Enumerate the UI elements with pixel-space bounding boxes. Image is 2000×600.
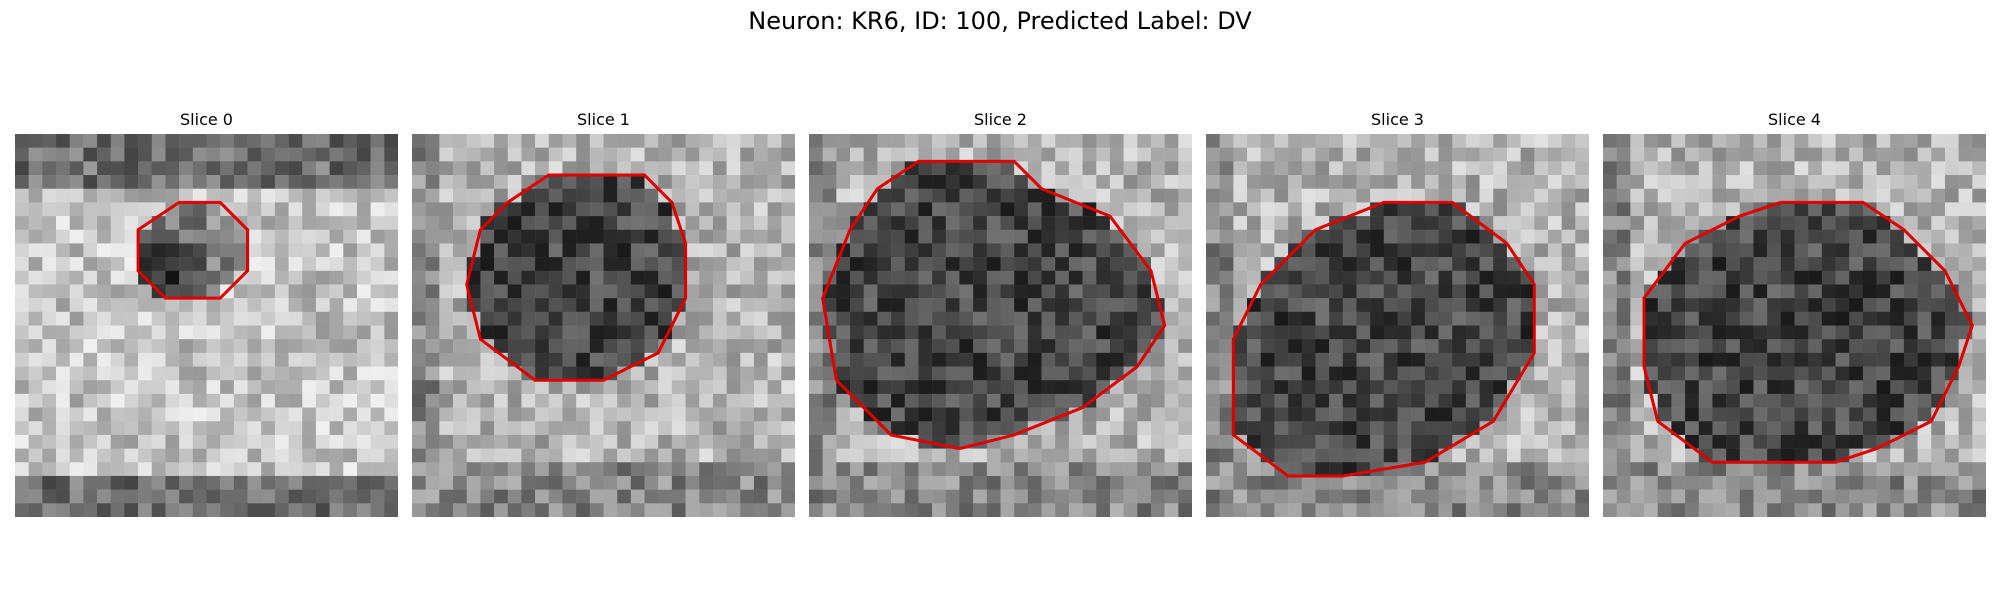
slice-panel-3: Slice 3 (1206, 108, 1589, 517)
roi-contour (1231, 200, 1536, 478)
slice-image-2 (809, 134, 1192, 517)
slice-panel-1: Slice 1 (412, 108, 795, 517)
pixel-grid (15, 134, 398, 517)
slice-title-3: Slice 3 (1371, 110, 1424, 129)
slice-panel-2: Slice 2 (809, 108, 1192, 517)
roi-contour (821, 159, 1167, 451)
slice-title-2: Slice 2 (974, 110, 1027, 129)
pixel-grid (412, 134, 795, 517)
roi-contour (136, 200, 250, 300)
slice-image-3 (1206, 134, 1589, 517)
roi-contour (465, 173, 688, 382)
pixel-grid (809, 134, 1192, 517)
figure-title: Neuron: KR6, ID: 100, Predicted Label: D… (748, 7, 1252, 35)
slice-image-4 (1603, 134, 1986, 517)
pixel-grid (1603, 134, 1986, 517)
slice-title-0: Slice 0 (180, 110, 233, 129)
slice-image-0 (15, 134, 398, 517)
slice-title-1: Slice 1 (577, 110, 630, 129)
slice-image-1 (412, 134, 795, 517)
slice-panel-4: Slice 4 (1603, 108, 1986, 517)
roi-contour (1642, 200, 1974, 464)
slice-title-4: Slice 4 (1768, 110, 1821, 129)
slice-panel-0: Slice 0 (15, 108, 398, 517)
pixel-grid (1206, 134, 1589, 517)
